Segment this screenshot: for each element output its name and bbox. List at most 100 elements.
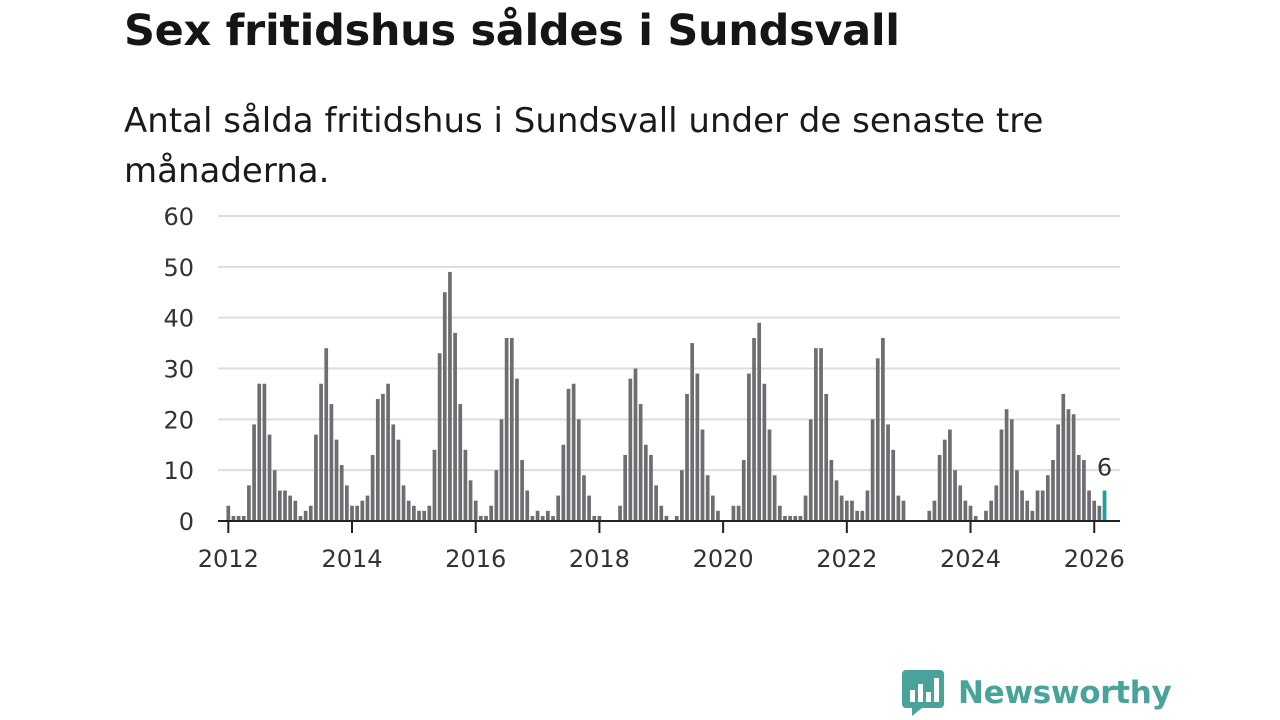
bar-2023-11 [958,485,963,521]
bar-2013-06 [314,434,318,521]
x-tick-label-2014: 2014 [321,545,382,573]
bar-2022-07 [875,358,880,521]
bar-2016-04 [489,505,494,521]
bar-2026-03 [1102,490,1107,521]
bar-2020-03 [731,505,736,521]
bar-2015-05 [432,449,437,521]
bars [226,271,1107,521]
bar-2026-01 [1092,500,1097,521]
bar-2023-09 [948,429,952,521]
bar-2020-11 [772,475,777,521]
bar-2015-11 [463,449,468,521]
bar-2015-06 [437,353,442,521]
bar-2020-09 [762,383,767,521]
bar-2019-07 [690,343,695,521]
bar-2014-11 [401,485,406,521]
bar-2013-09 [329,404,334,521]
bar-2025-08 [1066,409,1071,521]
x-tick-label-2016: 2016 [445,545,506,573]
bar-2017-03 [546,510,550,521]
bar-2017-02 [540,515,545,521]
y-axis-tick-labels: 0 10 20 30 40 50 60 [163,203,194,536]
bar-2016-08 [509,338,514,521]
bar-2015-07 [442,292,447,521]
bar-2020-08 [757,322,762,521]
bar-2015-09 [453,332,457,521]
y-tick-label-40: 40 [163,305,194,333]
bar-2018-12 [654,485,658,521]
bar-2017-05 [556,495,561,521]
bar-2019-09 [700,429,705,521]
bar-2017-12 [592,515,597,521]
bar-2024-05 [989,500,993,521]
bar-2013-04 [303,510,308,521]
bar-2025-05 [1051,460,1055,521]
bar-2012-12 [283,490,287,521]
grid-lines [218,215,1120,472]
x-tick-label-2012: 2012 [198,545,259,573]
bar-2014-04 [365,495,370,521]
bar-2018-05 [618,505,622,521]
bar-2016-11 [525,490,530,521]
bar-2012-05 [247,485,251,521]
bar-2016-10 [520,460,524,521]
bar-2013-01 [288,495,293,521]
bar-2015-03 [422,510,427,521]
bar-2014-01 [350,505,354,521]
bar-2015-10 [458,404,463,521]
bar-2021-01 [783,515,787,521]
x-tick-label-2020: 2020 [693,545,754,573]
bar-2024-11 [1020,490,1024,521]
bar-2017-09 [576,419,581,521]
bar-2023-10 [953,470,957,521]
bar-2024-09 [1009,419,1014,521]
bar-2016-07 [504,338,509,521]
bar-2025-07 [1061,393,1066,521]
bar-2013-03 [298,515,303,521]
y-tick-label-20: 20 [163,406,194,434]
bar-2015-02 [417,510,421,521]
bar-2022-12 [901,500,906,521]
bar-2018-06 [623,454,628,521]
newsworthy-logo: Newsworthy [902,670,1172,716]
bar-2013-02 [293,500,298,521]
bar-2015-04 [427,505,432,521]
bar-2022-02 [850,500,854,521]
bar-2013-08 [324,348,329,521]
bar-2015-01 [412,505,416,521]
bar-2013-12 [345,485,349,521]
bar-2017-10 [582,475,586,521]
bar-2021-07 [814,348,818,521]
bar-2021-11 [834,480,839,521]
bar-2022-03 [855,510,859,521]
bar-2012-10 [272,470,277,521]
chart-title: Sex fritidshus såldes i Sundsvall [124,6,900,56]
bar-2014-10 [396,439,401,521]
bar-2012-09 [267,434,272,521]
bar-2015-12 [468,480,473,521]
bar-2024-02 [973,515,978,521]
bar-2016-09 [515,378,519,521]
bar-2017-06 [561,444,566,521]
bar-2012-07 [257,383,262,521]
bar-2020-12 [777,505,782,521]
bar-2019-06 [685,393,689,521]
bar-2014-08 [386,383,390,521]
bar-2014-05 [370,454,375,521]
bar-2025-01 [1030,510,1035,521]
bar-2012-06 [252,424,256,521]
bar-2023-07 [937,454,942,521]
bar-2018-10 [643,444,648,521]
bar-2014-03 [360,500,365,521]
bar-2016-03 [484,515,488,521]
y-tick-label-60: 60 [163,203,194,231]
bar-2025-10 [1076,454,1081,521]
bar-2025-12 [1087,490,1091,521]
bar-2021-03 [793,515,798,521]
y-tick-label-0: 0 [179,508,194,536]
x-tick-label-2018: 2018 [569,545,630,573]
bar-2024-12 [1025,500,1030,521]
bar-2018-11 [649,454,653,521]
bar-2019-04 [674,515,679,521]
